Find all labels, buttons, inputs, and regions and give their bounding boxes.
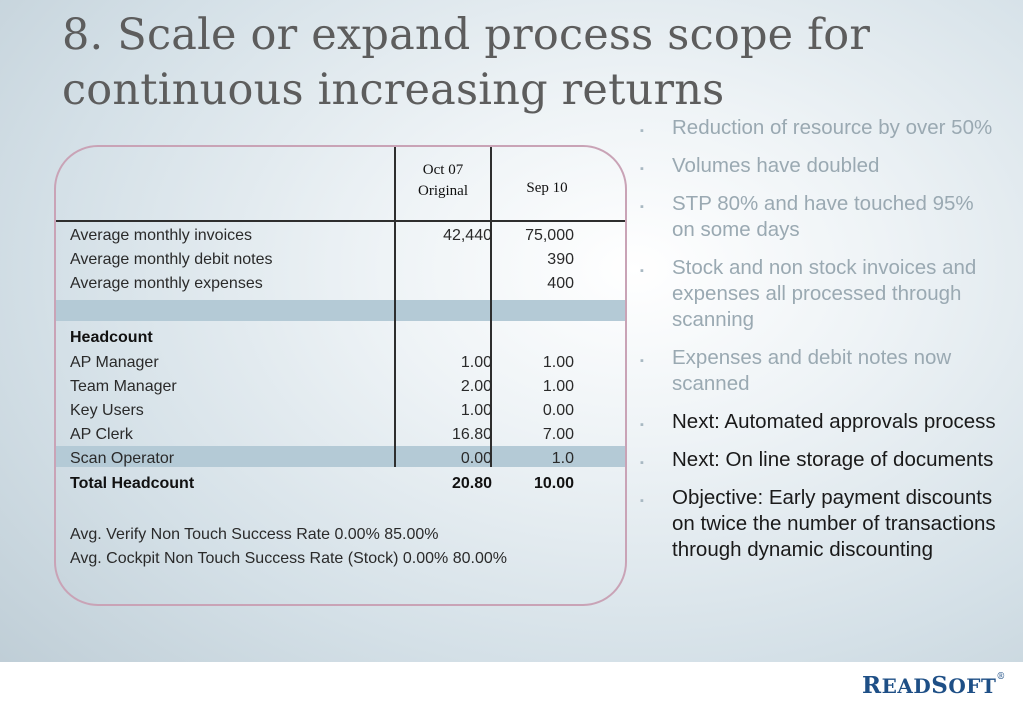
bullet-marker-icon: ▪	[640, 495, 644, 507]
table-row: AP Manager 1.00 1.00	[70, 354, 574, 371]
title-line-1: 8. Scale or expand process scope for	[62, 10, 871, 60]
cockpit-success-rate: Avg. Cockpit Non Touch Success Rate (Sto…	[70, 550, 507, 567]
table-row: Key Users 1.00 0.00	[70, 402, 574, 419]
table-row: Scan Operator 0.00 1.0	[70, 450, 574, 467]
bullet-list: ▪ Reduction of resource by over 50% ▪ Volu…	[636, 115, 996, 575]
bullet-marker-icon: ▪	[640, 457, 644, 469]
table-section-heading: Headcount	[70, 329, 153, 346]
verify-success-rate: Avg. Verify Non Touch Success Rate 0.00%…	[70, 526, 439, 543]
bullet-marker-icon: ▪	[640, 125, 644, 137]
headcount-table: Oct 07 Original Sep 10 Average monthly i…	[54, 145, 627, 606]
bullet-marker-icon: ▪	[640, 419, 644, 431]
bullet-item: ▪ Next: On line storage of documents	[636, 447, 996, 473]
table-row: AP Clerk 16.80 7.00	[70, 426, 574, 443]
column-header-sep10: Sep 10	[526, 180, 568, 196]
highlight-band	[56, 446, 625, 467]
table-row: Average monthly debit notes 390	[70, 251, 574, 268]
bullet-item: ▪ Expenses and debit notes now scanned	[640, 346, 952, 395]
bullet-marker-icon: ▪	[640, 201, 644, 213]
bullet-marker-icon: ▪	[640, 355, 644, 367]
table-row: Average monthly expenses 400	[70, 275, 574, 292]
title-line-2: continuous increasing returns	[62, 65, 725, 115]
column-divider-2	[490, 147, 492, 467]
separator-band	[56, 300, 625, 321]
bullet-item: ▪ STP 80% and have touched 95% on some da…	[640, 192, 974, 241]
bullet-marker-icon: ▪	[640, 163, 644, 175]
bullet-item: ▪ Next: Automated approvals process	[636, 409, 996, 435]
bullet-item: ▪ Stock and non stock invoices and expens…	[640, 256, 977, 331]
readsoft-logo: READSOFT®	[862, 672, 1006, 699]
bullet-marker-icon: ▪	[640, 265, 644, 277]
bullet-item: ▪ Objective: Early payment discounts on t…	[640, 486, 996, 561]
table-row: Team Manager 2.00 1.00	[70, 378, 574, 395]
footer-band	[0, 662, 1023, 708]
header-separator	[56, 220, 625, 222]
column-divider-1	[394, 147, 396, 467]
slide-title: 8. Scale or expand process scope for con…	[62, 8, 942, 118]
column-header-oct07: Oct 07 Original	[418, 162, 468, 199]
bullet-item: ▪ Volumes have doubled	[636, 153, 996, 179]
bullet-item: ▪ Reduction of resource by over 50%	[636, 115, 996, 141]
table-total-row: Total Headcount 20.80 10.00	[70, 475, 574, 492]
table-row: Average monthly invoices 42,440 75,000	[70, 227, 574, 244]
